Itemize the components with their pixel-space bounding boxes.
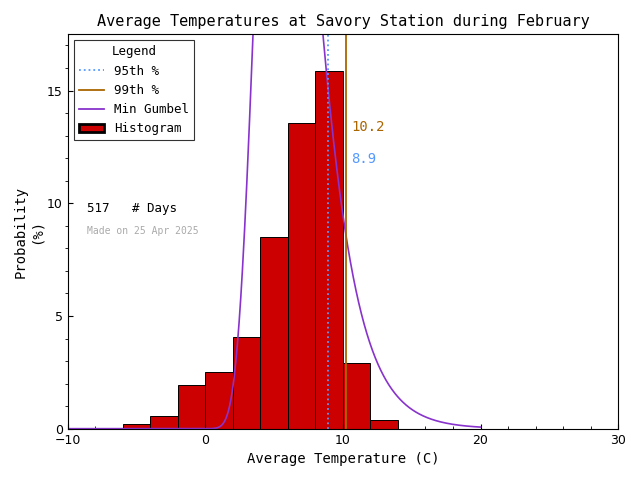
Bar <box>205 372 233 429</box>
Bar <box>260 237 288 429</box>
Bar <box>233 337 260 429</box>
Bar <box>371 420 398 429</box>
Bar <box>178 385 205 429</box>
Bar <box>316 71 343 429</box>
Y-axis label: Probability
(%): Probability (%) <box>14 185 44 277</box>
Bar <box>288 123 316 429</box>
Title: Average Temperatures at Savory Station during February: Average Temperatures at Savory Station d… <box>97 14 589 29</box>
Text: 10.2: 10.2 <box>351 120 385 134</box>
X-axis label: Average Temperature (C): Average Temperature (C) <box>246 452 439 466</box>
Text: 517   # Days: 517 # Days <box>87 202 177 215</box>
Bar <box>123 424 150 429</box>
Bar <box>150 416 178 429</box>
Text: Made on 25 Apr 2025: Made on 25 Apr 2025 <box>87 226 198 236</box>
Legend: 95th %, 99th %, Min Gumbel, Histogram: 95th %, 99th %, Min Gumbel, Histogram <box>74 40 194 141</box>
Text: 8.9: 8.9 <box>351 152 376 166</box>
Bar <box>343 363 371 429</box>
